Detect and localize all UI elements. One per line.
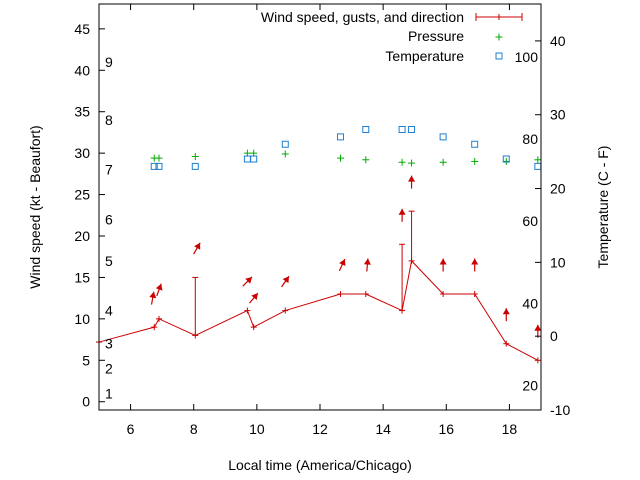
axes: 6 8 10 12 14 16 18051015202530354045-100102030… bbox=[74, 4, 570, 437]
legend-label-wind: Wind speed, gusts, and direction bbox=[261, 9, 464, 25]
wind-direction-arrowhead bbox=[339, 259, 346, 267]
y2-axis-label: Temperature (C - F) bbox=[595, 146, 611, 269]
y-tick-label: 10 bbox=[74, 311, 90, 327]
wind-direction-arrowhead bbox=[408, 175, 416, 182]
beaufort-label: 9 bbox=[105, 54, 113, 70]
temperature-point bbox=[398, 125, 406, 133]
beaufort-label: 1 bbox=[105, 385, 113, 401]
legend-label-temperature: Temperature bbox=[385, 48, 464, 64]
x-tick-label: 14 bbox=[375, 421, 391, 437]
temperature-point bbox=[439, 133, 447, 141]
wind-direction-arrowhead bbox=[194, 242, 201, 250]
beaufort-label: 6 bbox=[105, 211, 113, 227]
wind-direction-arrowhead bbox=[471, 258, 479, 265]
x-tick-label: 16 bbox=[438, 421, 454, 437]
y-tick-label: 35 bbox=[74, 104, 90, 120]
wind-direction-arrowhead bbox=[149, 291, 157, 299]
wind-direction-arrowhead bbox=[439, 258, 447, 265]
temperature-point bbox=[337, 133, 345, 141]
y-axis-label: Wind speed (kt - Beaufort) bbox=[27, 125, 43, 288]
temperature-point bbox=[471, 140, 479, 148]
x-tick-label: 8 bbox=[190, 421, 198, 437]
beaufort-label: 4 bbox=[105, 303, 113, 319]
fahrenheit-label: 80 bbox=[522, 131, 538, 147]
temperature-point bbox=[362, 125, 370, 133]
wind-direction-arrowhead bbox=[251, 293, 258, 301]
wind-direction-arrowhead bbox=[398, 208, 406, 215]
y-tick-label: 45 bbox=[74, 21, 90, 37]
temperature-point bbox=[281, 140, 289, 148]
temperature-point bbox=[250, 155, 258, 163]
wind-direction-arrowhead bbox=[282, 276, 289, 284]
fahrenheit-label: 60 bbox=[522, 213, 538, 229]
legend-sample-temperature bbox=[495, 52, 503, 60]
x-axis-label: Local time (America/Chicago) bbox=[228, 457, 412, 473]
y-tick-label: 40 bbox=[74, 62, 90, 78]
y2-tick-label: 0 bbox=[550, 328, 558, 344]
plot-area bbox=[96, 125, 542, 364]
y2-tick-label: 10 bbox=[550, 254, 566, 270]
y-tick-label: 25 bbox=[74, 187, 90, 203]
beaufort-label: 2 bbox=[105, 361, 113, 377]
x-tick-label: 10 bbox=[249, 421, 265, 437]
wind-direction-arrowhead bbox=[245, 276, 252, 284]
beaufort-label: 8 bbox=[105, 112, 113, 128]
beaufort-label: 5 bbox=[105, 253, 113, 269]
beaufort-label: 3 bbox=[105, 336, 113, 352]
temperature-point bbox=[191, 162, 199, 170]
temperature-point bbox=[408, 125, 416, 133]
temperature-point bbox=[155, 162, 163, 170]
y-tick-label: 5 bbox=[82, 352, 90, 368]
y2-tick-label: 40 bbox=[550, 33, 566, 49]
y2-tick-label: -10 bbox=[550, 402, 570, 418]
x-tick-label: 18 bbox=[502, 421, 518, 437]
wind-direction-arrowhead bbox=[363, 258, 371, 265]
wind-direction-arrowhead bbox=[534, 324, 542, 331]
fahrenheit-label: 100 bbox=[515, 49, 539, 65]
fahrenheit-label: 20 bbox=[522, 378, 538, 394]
y-tick-label: 0 bbox=[82, 394, 90, 410]
y-tick-label: 30 bbox=[74, 145, 90, 161]
legend-label-pressure: Pressure bbox=[408, 28, 464, 44]
fahrenheit-label: 40 bbox=[522, 296, 538, 312]
legend: Wind speed, gusts, and direction Pressur… bbox=[261, 9, 523, 64]
x-tick-label: 12 bbox=[312, 421, 328, 437]
y2-tick-label: 20 bbox=[550, 181, 566, 197]
y2-tick-label: 30 bbox=[550, 107, 566, 123]
y-tick-label: 15 bbox=[74, 269, 90, 285]
x-tick-label: 6 bbox=[127, 421, 135, 437]
y-tick-label: 20 bbox=[74, 228, 90, 244]
temperature-point bbox=[502, 155, 510, 163]
temperature-point bbox=[150, 162, 158, 170]
beaufort-label: 7 bbox=[105, 162, 113, 178]
wind-direction-arrowhead bbox=[502, 308, 510, 315]
wind-direction-arrowhead bbox=[155, 283, 163, 291]
